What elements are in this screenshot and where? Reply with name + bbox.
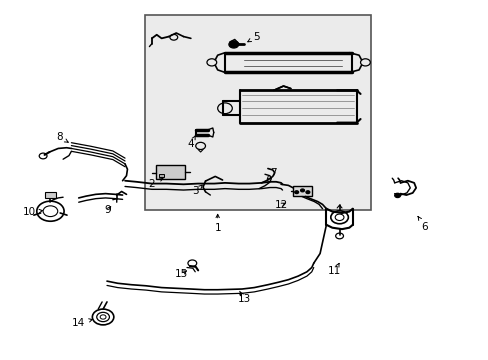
Text: 8: 8 (56, 132, 68, 142)
Circle shape (294, 191, 298, 194)
Text: 6: 6 (417, 216, 427, 231)
Text: 9: 9 (104, 206, 111, 216)
Text: 15: 15 (174, 269, 187, 279)
Bar (159, 174, 163, 177)
Circle shape (300, 189, 304, 192)
Text: 7: 7 (266, 168, 277, 179)
Text: 14: 14 (72, 319, 92, 328)
Bar (44, 192, 56, 198)
Text: 13: 13 (237, 291, 251, 304)
Text: 12: 12 (274, 200, 287, 210)
Bar (144, 15, 370, 211)
Text: 1: 1 (214, 214, 221, 233)
Circle shape (305, 191, 309, 194)
Text: 2: 2 (148, 178, 163, 189)
Bar (293, 186, 311, 197)
Text: 4: 4 (187, 136, 195, 149)
Circle shape (394, 193, 400, 198)
Text: 10: 10 (22, 207, 42, 217)
Circle shape (228, 41, 238, 48)
Text: 5: 5 (247, 32, 260, 42)
Text: 3: 3 (192, 185, 202, 197)
Text: 11: 11 (327, 263, 341, 276)
Bar (156, 165, 184, 179)
